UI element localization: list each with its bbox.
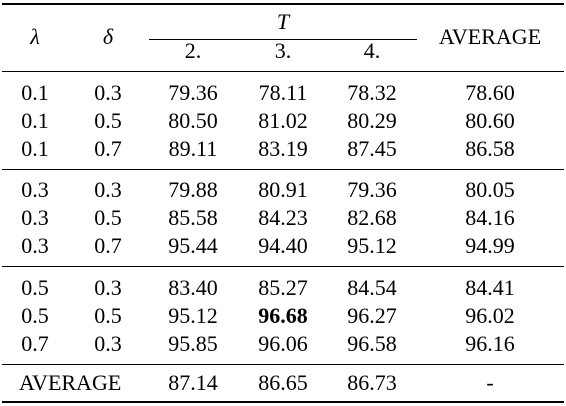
- footer-average-label: AVERAGE: [19, 370, 122, 395]
- cell-t4: 78.32: [347, 80, 397, 105]
- cell-delta: 0.5: [94, 303, 122, 328]
- header-average: AVERAGE: [438, 24, 542, 49]
- cell-t3: 78.11: [258, 80, 308, 105]
- header-delta: δ: [102, 24, 114, 49]
- cell-t3: 84.23: [258, 205, 308, 230]
- cell-t4: 96.27: [347, 303, 397, 328]
- cell-t3: 96.06: [258, 331, 308, 356]
- cell-t2: 95.85: [168, 331, 218, 356]
- cell-t3: 80.91: [258, 177, 308, 202]
- header-t-col-2: 2.: [184, 38, 202, 63]
- cell-delta: 0.5: [94, 205, 122, 230]
- cell-delta: 0.5: [94, 108, 122, 133]
- cell-lambda: 0.5: [21, 275, 49, 300]
- cell-avg: 84.41: [465, 275, 515, 300]
- cell-delta: 0.3: [94, 177, 122, 202]
- cell-delta: 0.3: [94, 331, 122, 356]
- cell-t3: 94.40: [258, 233, 308, 258]
- cell-avg: 84.16: [465, 205, 515, 230]
- cell-delta: 0.7: [94, 233, 122, 258]
- cell-t2: 79.88: [168, 177, 218, 202]
- cell-t3: 96.68: [258, 303, 308, 328]
- header-t-col-4: 4.: [363, 38, 381, 63]
- cell-t4: 80.29: [347, 108, 397, 133]
- cell-delta: 0.7: [94, 136, 122, 161]
- cell-t2: 79.36: [168, 80, 218, 105]
- cell-avg: 86.58: [465, 136, 515, 161]
- group-rule-1: [2, 169, 564, 170]
- header-lambda: λ: [30, 24, 40, 49]
- cell-t4: 82.68: [347, 205, 397, 230]
- cell-avg: 96.02: [465, 303, 515, 328]
- cell-t4: 79.36: [347, 177, 397, 202]
- cell-lambda: 0.3: [21, 205, 49, 230]
- cell-lambda: 0.1: [21, 80, 49, 105]
- cell-t2: 95.44: [168, 233, 218, 258]
- cell-t4: 87.45: [347, 136, 397, 161]
- cell-t3: 81.02: [258, 108, 308, 133]
- bottom-rule: [2, 401, 564, 403]
- cell-t4: 84.54: [347, 275, 397, 300]
- cell-delta: 0.3: [94, 275, 122, 300]
- cell-t4: 96.58: [347, 331, 397, 356]
- cell-delta: 0.3: [94, 80, 122, 105]
- footer-t2: 87.14: [168, 370, 218, 395]
- cell-lambda: 0.3: [21, 177, 49, 202]
- t-group-rule: [149, 39, 417, 40]
- header-t-col-3: 3.: [274, 38, 292, 63]
- cell-lambda: 0.3: [21, 233, 49, 258]
- cell-lambda: 0.5: [21, 303, 49, 328]
- cell-avg: 96.16: [465, 331, 515, 356]
- header-rule: [2, 71, 564, 72]
- cell-avg: 80.60: [465, 108, 515, 133]
- cell-t2: 80.50: [168, 108, 218, 133]
- cell-lambda: 0.7: [21, 331, 49, 356]
- cell-t3: 85.27: [258, 275, 308, 300]
- cell-t4: 95.12: [347, 233, 397, 258]
- footer-t3: 86.65: [258, 370, 308, 395]
- cell-t2: 89.11: [168, 136, 218, 161]
- cell-t2: 83.40: [168, 275, 218, 300]
- cell-t3: 83.19: [258, 136, 308, 161]
- cell-avg: 78.60: [465, 80, 515, 105]
- footer-avg: -: [486, 370, 494, 395]
- footer-rule: [2, 364, 564, 365]
- cell-t2: 85.58: [168, 205, 218, 230]
- group-rule-2: [2, 266, 564, 267]
- cell-t2: 95.12: [168, 303, 218, 328]
- top-rule: [2, 3, 564, 5]
- footer-t4: 86.73: [347, 370, 397, 395]
- cell-lambda: 0.1: [21, 136, 49, 161]
- cell-lambda: 0.1: [21, 108, 49, 133]
- header-t-group: T: [276, 9, 290, 34]
- cell-avg: 80.05: [465, 177, 515, 202]
- cell-avg: 94.99: [465, 233, 515, 258]
